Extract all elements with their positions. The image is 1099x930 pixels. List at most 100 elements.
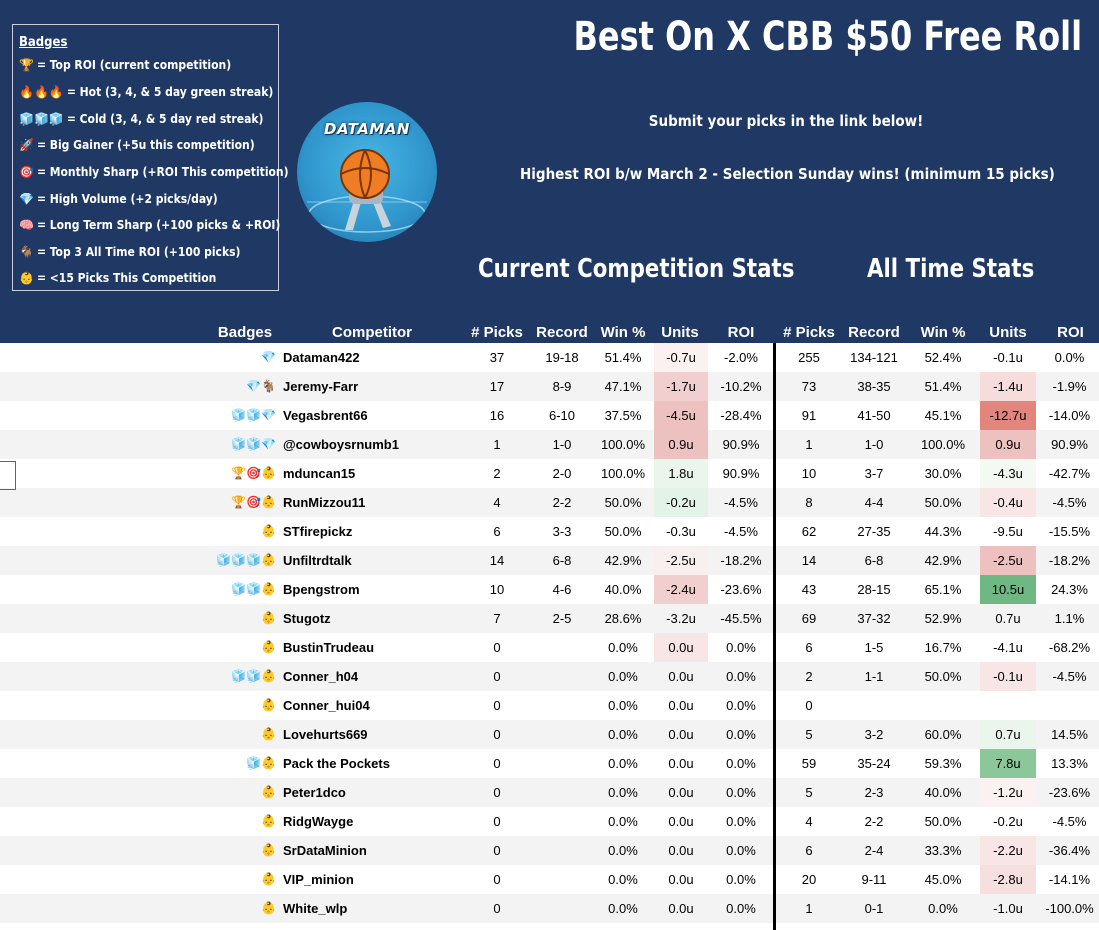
alltime-picks[interactable]: 10	[801, 466, 817, 481]
col-alltime-win[interactable]: Win %	[920, 324, 966, 341]
current-units[interactable]: 0.0u	[668, 669, 694, 684]
alltime-win[interactable]: 52.4%	[924, 350, 962, 365]
col-current-roi[interactable]: ROI	[727, 324, 755, 341]
alltime-record[interactable]: 41-50	[857, 408, 891, 423]
alltime-roi[interactable]: 0.0%	[1054, 350, 1085, 365]
current-picks[interactable]: 16	[489, 408, 505, 423]
alltime-win[interactable]: 0.0%	[928, 901, 958, 916]
alltime-record[interactable]: 2-3	[864, 785, 884, 800]
alltime-units[interactable]: 0.7u	[980, 720, 1036, 749]
current-record[interactable]	[530, 720, 594, 749]
current-win[interactable]: 47.1%	[604, 379, 642, 394]
current-win[interactable]: 51.4%	[604, 350, 642, 365]
current-record[interactable]: 2-5	[552, 611, 572, 626]
alltime-win[interactable]: 50.0%	[924, 814, 962, 829]
alltime-picks[interactable]: 69	[801, 611, 817, 626]
competitor-name[interactable]: Unfiltrdtalk	[283, 553, 352, 568]
current-record[interactable]	[530, 749, 594, 778]
competitor-name[interactable]: RidgWayge	[283, 814, 354, 829]
alltime-units[interactable]: -9.5u	[993, 524, 1023, 539]
current-units[interactable]: 0.9u	[654, 430, 708, 459]
competitor-name[interactable]: Pack the Pockets	[283, 756, 390, 771]
col-current-win[interactable]: Win %	[600, 324, 646, 341]
competitor-name[interactable]: SrDataMinion	[283, 843, 367, 858]
table-row[interactable]: 👶 BustinTrudeau 0 0.0% 0.0u 0.0% 6 1-5 16.7% -4.1…	[0, 633, 1099, 662]
current-win[interactable]: 28.6%	[604, 611, 642, 626]
alltime-units[interactable]: -2.8u	[980, 865, 1036, 894]
alltime-record[interactable]: 3-2	[864, 727, 884, 742]
alltime-roi[interactable]: -18.2%	[1048, 553, 1091, 568]
table-row[interactable]: 👶 Conner_hui04 0 0.0% 0.0u 0.0% 0	[0, 691, 1099, 720]
current-picks[interactable]: 0	[493, 640, 501, 655]
current-units[interactable]: -4.5u	[654, 401, 708, 430]
alltime-units[interactable]: -0.4u	[980, 488, 1036, 517]
current-win[interactable]: 0.0%	[608, 785, 638, 800]
current-roi[interactable]: -2.0%	[724, 350, 758, 365]
current-units[interactable]: 0.0u	[668, 843, 694, 858]
current-units[interactable]: -2.4u	[654, 575, 708, 604]
current-win[interactable]: 0.0%	[608, 669, 638, 684]
competitor-name[interactable]: Stugotz	[283, 611, 331, 626]
current-roi[interactable]: 90.9%	[722, 437, 760, 452]
alltime-record[interactable]: 3-7	[864, 466, 884, 481]
alltime-win[interactable]: 60.0%	[924, 727, 962, 742]
current-picks[interactable]: 7	[493, 611, 501, 626]
alltime-picks[interactable]: 43	[801, 582, 817, 597]
current-record[interactable]	[530, 691, 594, 720]
current-picks[interactable]: 10	[489, 582, 505, 597]
table-row[interactable]: 🏆🎯👶 mduncan15 2 2-0 100.0% 1.8u 90.9% 10 3-7 30.0…	[0, 459, 1099, 488]
current-roi[interactable]: 0.0%	[726, 872, 756, 887]
badges-cell[interactable]: 👶	[261, 727, 276, 741]
alltime-units[interactable]: -0.1u	[993, 350, 1023, 365]
badges-cell[interactable]: 🧊🧊💎	[231, 408, 276, 422]
alltime-record[interactable]: 1-1	[864, 669, 884, 684]
competitor-name[interactable]: Bpengstrom	[283, 582, 360, 597]
current-units[interactable]: -3.2u	[666, 611, 696, 626]
current-picks[interactable]: 0	[493, 785, 501, 800]
badges-cell[interactable]: 🏆🎯👶	[231, 466, 276, 480]
competitor-name[interactable]: STfirepickz	[283, 524, 353, 539]
current-picks[interactable]: 0	[493, 843, 501, 858]
competitor-name[interactable]: Vegasbrent66	[283, 408, 368, 423]
current-picks[interactable]: 0	[493, 872, 501, 887]
alltime-record[interactable]: 1-5	[864, 640, 884, 655]
alltime-roi[interactable]: 14.5%	[1051, 727, 1088, 742]
competitor-name[interactable]: Conner_hui04	[283, 698, 370, 713]
alltime-picks[interactable]: 5	[805, 785, 813, 800]
alltime-picks[interactable]: 91	[801, 408, 817, 423]
current-win[interactable]: 100.0%	[600, 437, 646, 452]
alltime-picks[interactable]: 8	[805, 495, 813, 510]
alltime-units[interactable]: -12.7u	[980, 401, 1036, 430]
alltime-picks[interactable]: 255	[798, 350, 820, 365]
alltime-picks[interactable]: 59	[801, 756, 817, 771]
alltime-record[interactable]: 134-121	[850, 350, 898, 365]
badges-cell[interactable]: 👶	[261, 843, 276, 857]
alltime-units[interactable]: -1.2u	[980, 778, 1036, 807]
current-win[interactable]: 0.0%	[608, 756, 638, 771]
alltime-picks[interactable]: 73	[801, 379, 817, 394]
badges-cell[interactable]: 🏆🎯👶	[231, 495, 276, 509]
alltime-record[interactable]: 2-4	[864, 843, 884, 858]
alltime-picks[interactable]: 6	[805, 843, 813, 858]
table-row[interactable]: 👶 Lovehurts669 0 0.0% 0.0u 0.0% 5 3-2 60.0% 0.7u 1…	[0, 720, 1099, 749]
current-roi[interactable]: -4.5%	[724, 524, 758, 539]
current-win[interactable]: 0.0%	[608, 814, 638, 829]
alltime-record[interactable]: 6-8	[864, 553, 884, 568]
alltime-roi[interactable]: -36.4%	[1048, 843, 1091, 858]
alltime-picks[interactable]: 20	[801, 872, 817, 887]
selected-cell[interactable]	[0, 461, 16, 490]
alltime-roi[interactable]	[1040, 691, 1099, 720]
alltime-win[interactable]: 45.1%	[924, 408, 962, 423]
current-win[interactable]: 0.0%	[608, 872, 638, 887]
col-current-units[interactable]: Units	[661, 324, 699, 341]
competitor-name[interactable]: mduncan15	[283, 466, 356, 481]
current-units[interactable]: 0.0u	[668, 756, 694, 771]
alltime-roi[interactable]: -15.5%	[1048, 524, 1091, 539]
current-picks[interactable]: 0	[493, 814, 501, 829]
table-row[interactable]: 🧊🧊💎 Vegasbrent66 16 6-10 37.5% -4.5u -28.4% 91 4…	[0, 401, 1099, 430]
alltime-units[interactable]: -4.3u	[980, 459, 1036, 488]
alltime-record[interactable]: 38-35	[857, 379, 891, 394]
alltime-record[interactable]: 27-35	[857, 524, 891, 539]
alltime-units[interactable]: -4.1u	[993, 640, 1023, 655]
alltime-roi[interactable]: -14.0%	[1048, 408, 1091, 423]
